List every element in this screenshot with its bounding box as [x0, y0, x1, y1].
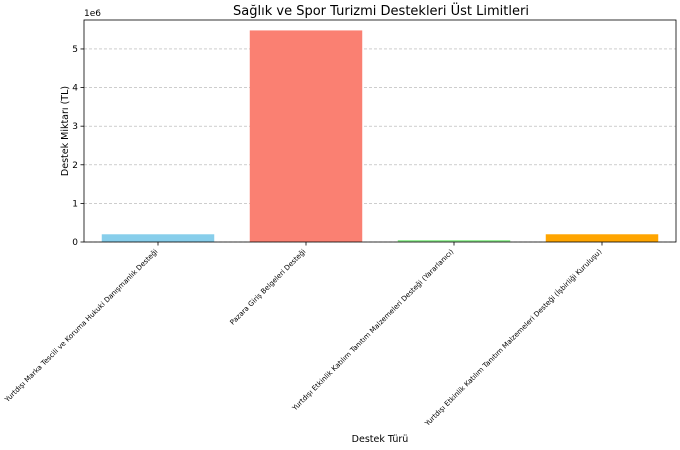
bars	[101, 30, 659, 242]
y-axis-ticks: 0 1 2 3 4 5	[72, 45, 84, 248]
bar	[397, 240, 511, 242]
bar	[249, 30, 363, 242]
bar	[101, 234, 215, 242]
y-axis-label: Destek Miktarı (TL)	[60, 86, 71, 176]
x-tick-label: Yurtdışı Etkinlik Katılım Tanıtım Malzem…	[290, 248, 455, 413]
y-multiplier-label: 1e6	[84, 9, 101, 19]
y-tick-label: 4	[72, 84, 78, 94]
y-tick-label: 5	[72, 45, 78, 55]
chart-title: Sağlık ve Spor Turizmi Destekleri Üst Li…	[233, 2, 529, 19]
plot-frame	[83, 19, 677, 243]
bar	[545, 234, 659, 242]
y-tick-label: 0	[72, 238, 78, 248]
x-tick-label: Pazara Giriş Belgeleri Desteği	[229, 248, 308, 327]
y-tick-label: 2	[72, 161, 78, 171]
x-axis-label: Destek Türü	[352, 434, 409, 445]
grid-lines	[84, 48, 676, 243]
y-tick-label: 1	[72, 199, 78, 209]
x-axis-ticks: Yurtdışı Marka Tescili ve Koruma Hukuki …	[3, 242, 604, 428]
x-tick-label: Yurtdışı Marka Tescili ve Koruma Hukuki …	[3, 248, 160, 405]
x-tick-label: Yurtdışı Etkinlik Katılım Tanıtım Malzem…	[422, 247, 604, 429]
y-tick-label: 3	[72, 122, 78, 132]
